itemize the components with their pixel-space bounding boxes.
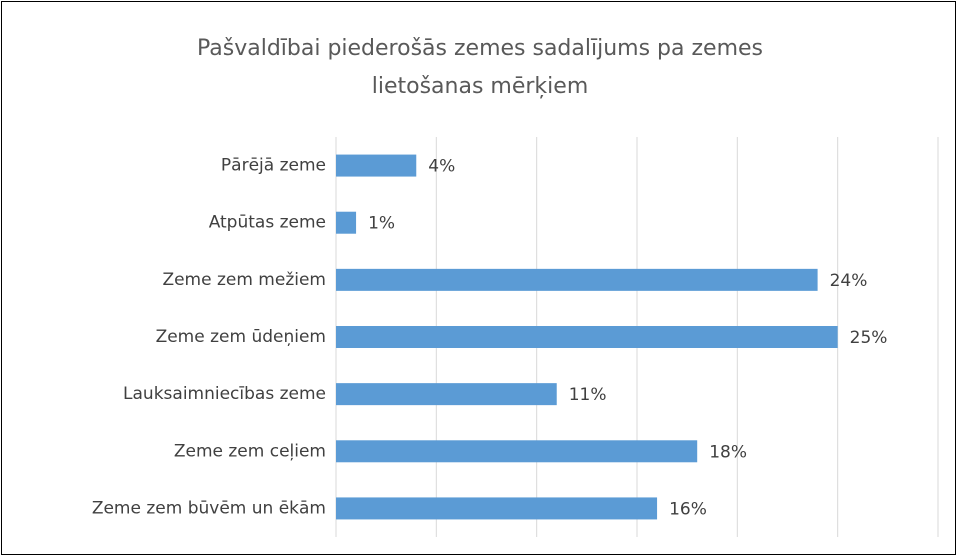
data-label: 25%: [850, 328, 888, 348]
y-tick-label: Zeme zem ūdeņiem: [156, 327, 326, 347]
bar: [336, 154, 417, 177]
chart-title: Pašvaldībai piederošās zemes sadalījums …: [196, 36, 763, 99]
bar: [336, 268, 818, 291]
bar: [336, 440, 698, 463]
data-label: 16%: [669, 499, 707, 519]
bar: [336, 383, 557, 406]
data-label: 11%: [569, 385, 607, 405]
bar: [336, 497, 658, 520]
data-label: 1%: [368, 214, 395, 234]
y-tick-label: Pārējā zeme: [221, 156, 326, 176]
data-label: 18%: [709, 442, 747, 462]
data-label: 24%: [830, 271, 868, 291]
data-label: 4%: [428, 157, 455, 177]
y-tick-label: Zeme zem būvēm un ēkām: [92, 498, 326, 518]
bar: [336, 326, 838, 348]
y-tick-label: Atpūtas zeme: [209, 213, 326, 233]
bar: [336, 211, 357, 234]
y-tick-label: Zeme zem mežiem: [162, 270, 326, 290]
y-tick-label: Lauksaimniecības zeme: [123, 384, 326, 404]
y-tick-label: Zeme zem ceļiem: [174, 441, 326, 461]
